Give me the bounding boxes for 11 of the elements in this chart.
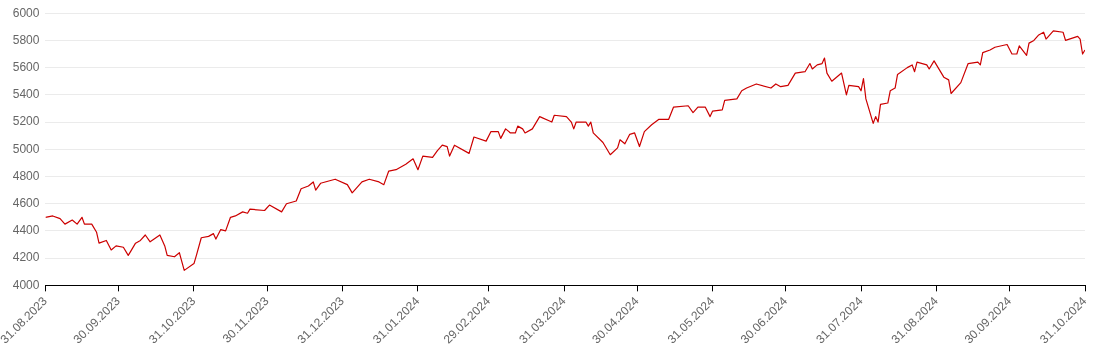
y-tick-label: 5800: [12, 32, 40, 47]
y-tick-label: 5000: [12, 141, 40, 156]
y-tick-label: 5400: [12, 87, 40, 102]
y-tick-label: 4400: [12, 223, 40, 238]
y-tick-label: 4200: [12, 250, 40, 265]
y-tick-label: 5200: [12, 114, 40, 129]
y-tick-label: 4600: [12, 196, 40, 211]
y-tick-label: 6000: [12, 5, 40, 20]
y-tick-label: 4000: [12, 277, 40, 292]
y-tick-label: 4800: [12, 168, 40, 183]
y-tick-label: 5600: [12, 59, 40, 74]
